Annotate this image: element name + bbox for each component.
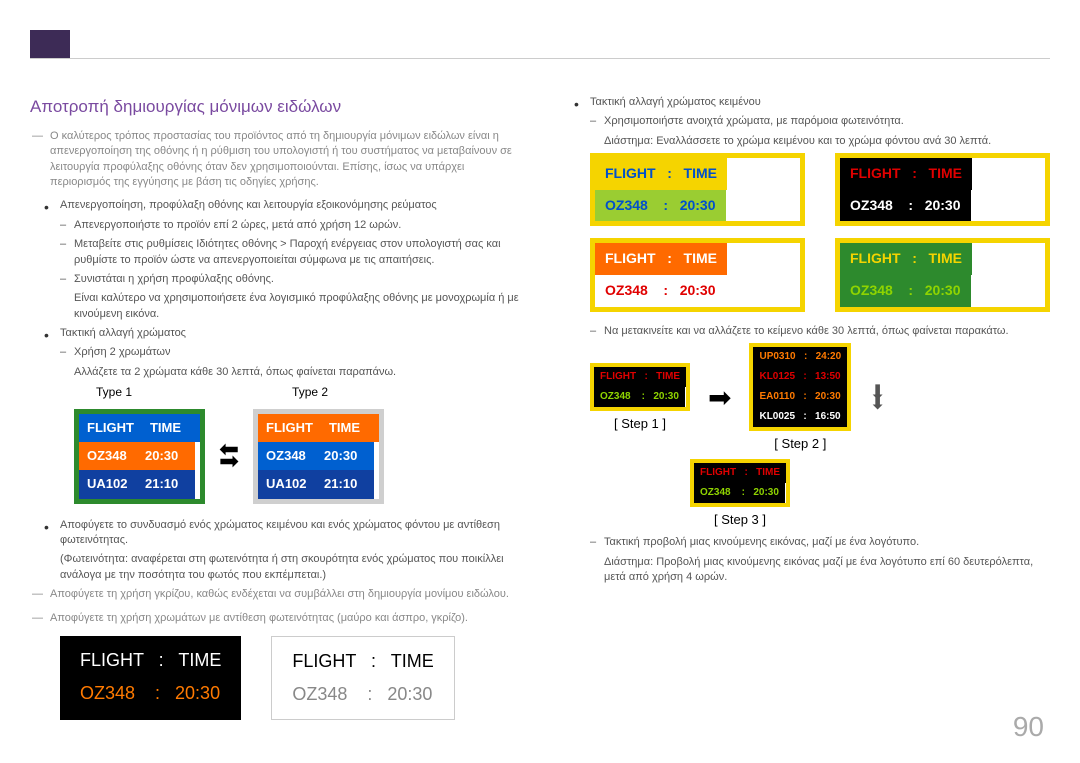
cell: 21:10 [137, 470, 195, 498]
bullet-color-change: Τακτική αλλαγή χρώματος [60, 326, 520, 341]
para-avoid-gray: Αποφύγετε τη χρήση γκρίζου, καθώς ενδέχε… [50, 587, 520, 602]
cell: OZ348 : 20:30 [840, 190, 971, 222]
sub-light-colors: Χρησιμοποιήστε ανοιχτά χρώματα, με παρόμ… [604, 114, 1050, 129]
step2-wrap: UP0310 : 24:20 KL0125 : 13:50 EA0110 : 2… [749, 343, 851, 453]
step1-board: FLIGHT : TIME OZ348 : 20:30 [590, 363, 690, 411]
brightness-note: (Φωτεινότητα: αναφέρεται στη φωτεινότητα… [60, 552, 520, 583]
cell: UA102 [79, 470, 137, 498]
step1-label: [ Step 1 ] [614, 415, 666, 433]
sub-screensaver: Συνιστάται η χρήση προφύλαξης οθόνης. [74, 272, 520, 287]
cell: FLIGHT : TIME [694, 463, 786, 483]
cell: OZ348 : 20:30 [595, 275, 726, 307]
type2-board: FLIGHTTIME OZ34820:30 UA10221:10 [253, 409, 384, 504]
cell: FLIGHT : TIME [595, 243, 727, 275]
cell: FLIGHT : TIME [595, 158, 727, 190]
step3-board: FLIGHT : TIME OZ348 : 20:30 [690, 459, 790, 507]
page-content: Αποτροπή δημιουργίας μόνιμων ειδώλων Ο κ… [30, 95, 1050, 720]
scroll-down-icon: ⬇⬇ [869, 388, 886, 408]
sub-logo-interval: Διάστημα: Προβολή μιας κινούμενης εικόνα… [604, 555, 1050, 586]
cell: FLIGHT : TIME [840, 158, 972, 190]
cell: 20:30 [316, 442, 374, 470]
dark-board-white: FLIGHT : TIME OZ348 : 20:30 [271, 636, 454, 720]
quad-board-2: FLIGHT : TIME OZ348 : 20:30 [835, 153, 1050, 226]
cell: EA0110 : 20:30 [753, 387, 846, 407]
cell: KL0125 : 13:50 [753, 367, 846, 387]
sub-display-props: Μεταβείτε στις ρυθμίσεις Ιδιότητες οθόνη… [74, 237, 520, 268]
type1-label: Type 1 [96, 384, 132, 401]
page-number: 90 [1013, 711, 1044, 743]
page-title: Αποτροπή δημιουργίας μόνιμων ειδώλων [30, 95, 520, 119]
cell: TIME [321, 414, 379, 442]
sub-logo-display: Τακτική προβολή μιας κινούμενης εικόνας,… [604, 535, 1050, 550]
type2-label: Type 2 [292, 384, 328, 401]
cell: UA102 [258, 470, 316, 498]
quad-boards: FLIGHT : TIME OZ348 : 20:30 FLIGHT : TIM… [590, 153, 1050, 311]
cell: FLIGHT : TIME [284, 645, 441, 678]
para-avoid-bw: Αποφύγετε τη χρήση χρωμάτων με αντίθεση … [50, 611, 520, 626]
quad-board-1: FLIGHT : TIME OZ348 : 20:30 [590, 153, 805, 226]
cell: TIME [142, 414, 200, 442]
step3-label: [ Step 3 ] [714, 511, 766, 529]
sub-interval-30: Διάστημα: Εναλλάσσετε το χρώμα κειμένου … [604, 134, 1050, 149]
header-divider [30, 58, 1050, 59]
quad-board-3: FLIGHT : TIME OZ348 : 20:30 [590, 238, 805, 311]
step2-board: UP0310 : 24:20 KL0125 : 13:50 EA0110 : 2… [749, 343, 851, 431]
bullet-text-color: Τακτική αλλαγή χρώματος κειμένου [590, 95, 1050, 110]
cell: OZ348 [79, 442, 137, 470]
dark-boards-row: FLIGHT : TIME OZ348 : 20:30 FLIGHT : TIM… [60, 636, 520, 720]
left-column: Αποτροπή δημιουργίας μόνιμων ειδώλων Ο κ… [30, 95, 520, 720]
cell: UP0310 : 24:20 [753, 347, 847, 367]
swap-arrow-icon: ⬅➡ [219, 444, 239, 468]
steps-row-1: FLIGHT : TIME OZ348 : 20:30 [ Step 1 ] ➡… [590, 343, 1050, 453]
sub-two-colors: Χρήση 2 χρωμάτων [74, 345, 520, 360]
cell: OZ348 : 20:30 [595, 190, 726, 222]
cell: FLIGHT : TIME [72, 644, 229, 677]
intro-paragraph: Ο καλύτερος τρόπος προστασίας του προϊόν… [50, 129, 520, 191]
bullet-power-off: Απενεργοποίηση, προφύλαξη οθόνης και λει… [60, 198, 520, 213]
sub-screensaver-note: Είναι καλύτερο να χρησιμοποιήσετε ένα λο… [74, 291, 520, 322]
dark-board-black: FLIGHT : TIME OZ348 : 20:30 [60, 636, 241, 720]
cell: OZ348 : 20:30 [284, 678, 441, 711]
cell: 20:30 [137, 442, 195, 470]
cell: OZ348 [258, 442, 316, 470]
cell: OZ348 : 20:30 [694, 483, 785, 503]
type-labels: Type 1 Type 2 [96, 384, 520, 401]
type-boards-row: FLIGHTTIME OZ34820:30 UA10221:10 ⬅➡ FLIG… [74, 409, 520, 504]
steps-row-2: FLIGHT : TIME OZ348 : 20:30 [ Step 3 ] [690, 459, 1050, 529]
quad-board-4: FLIGHT : TIME OZ348 : 20:30 [835, 238, 1050, 311]
cell: FLIGHT : TIME [840, 243, 972, 275]
cell: FLIGHT : TIME [594, 367, 686, 387]
cell: FLIGHT [79, 414, 142, 442]
header-accent-block [30, 30, 70, 58]
cell: OZ348 : 20:30 [594, 387, 685, 407]
type1-board: FLIGHTTIME OZ34820:30 UA10221:10 [74, 409, 205, 504]
cell: KL0025 : 16:50 [753, 407, 846, 427]
sub-12h: Απενεργοποιήστε το προϊόν επί 2 ώρες, με… [74, 218, 520, 233]
step3-wrap: FLIGHT : TIME OZ348 : 20:30 [ Step 3 ] [690, 459, 790, 529]
cell: OZ348 : 20:30 [72, 677, 229, 710]
step1-wrap: FLIGHT : TIME OZ348 : 20:30 [ Step 1 ] [590, 363, 690, 433]
right-column: Τακτική αλλαγή χρώματος κειμένου Χρησιμο… [560, 95, 1050, 720]
sub-two-colors-note: Αλλάζετε τα 2 χρώματα κάθε 30 λεπτά, όπω… [74, 365, 520, 380]
sub-move-text: Να μετακινείτε και να αλλάζετε το κείμεν… [604, 324, 1050, 339]
cell: 21:10 [316, 470, 374, 498]
step2-label: [ Step 2 ] [774, 435, 826, 453]
cell: OZ348 : 20:30 [840, 275, 971, 307]
arrow-right-icon: ➡ [708, 384, 731, 412]
cell: FLIGHT [258, 414, 321, 442]
bullet-avoid-contrast: Αποφύγετε το συνδυασμό ενός χρώματος κει… [60, 518, 520, 549]
